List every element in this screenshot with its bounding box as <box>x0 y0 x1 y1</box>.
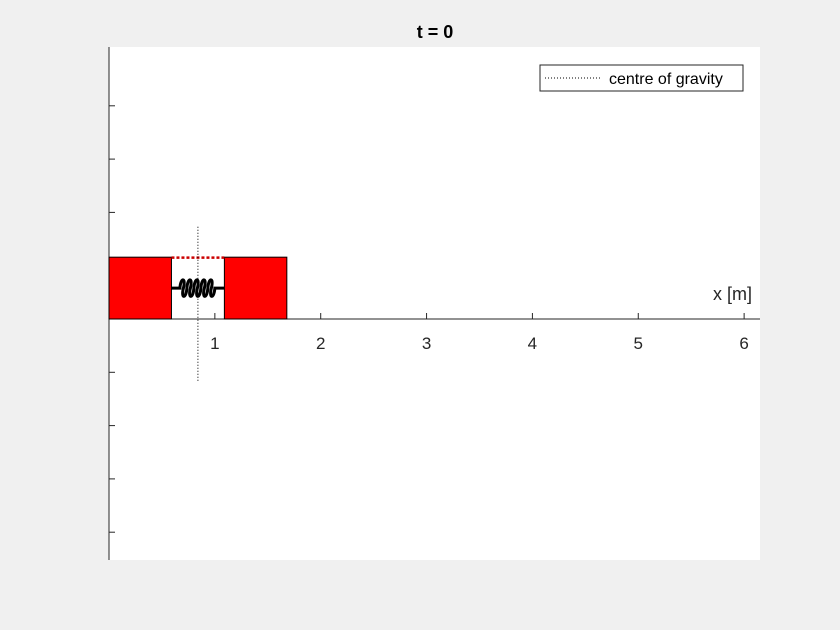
right-mass <box>223 256 288 320</box>
x-tick-label: 2 <box>316 334 325 353</box>
x-tick-label: 1 <box>210 334 219 353</box>
x-axis-label: x [m] <box>713 284 752 304</box>
spring-coil <box>171 278 225 298</box>
axes-background <box>109 47 760 560</box>
chart-marks <box>108 226 288 381</box>
x-tick-label: 5 <box>634 334 643 353</box>
left-mass <box>108 256 172 320</box>
x-tick-label: 6 <box>739 334 748 353</box>
legend: centre of gravity <box>539 64 744 92</box>
legend-box <box>539 64 744 92</box>
legend-label-centre-of-gravity: centre of gravity <box>609 71 723 88</box>
x-axis-ticks: 1 2 3 4 5 6 <box>210 313 749 353</box>
x-tick-label: 3 <box>422 334 431 353</box>
chart-title: t = 0 <box>417 22 454 42</box>
x-tick-label: 4 <box>528 334 537 353</box>
